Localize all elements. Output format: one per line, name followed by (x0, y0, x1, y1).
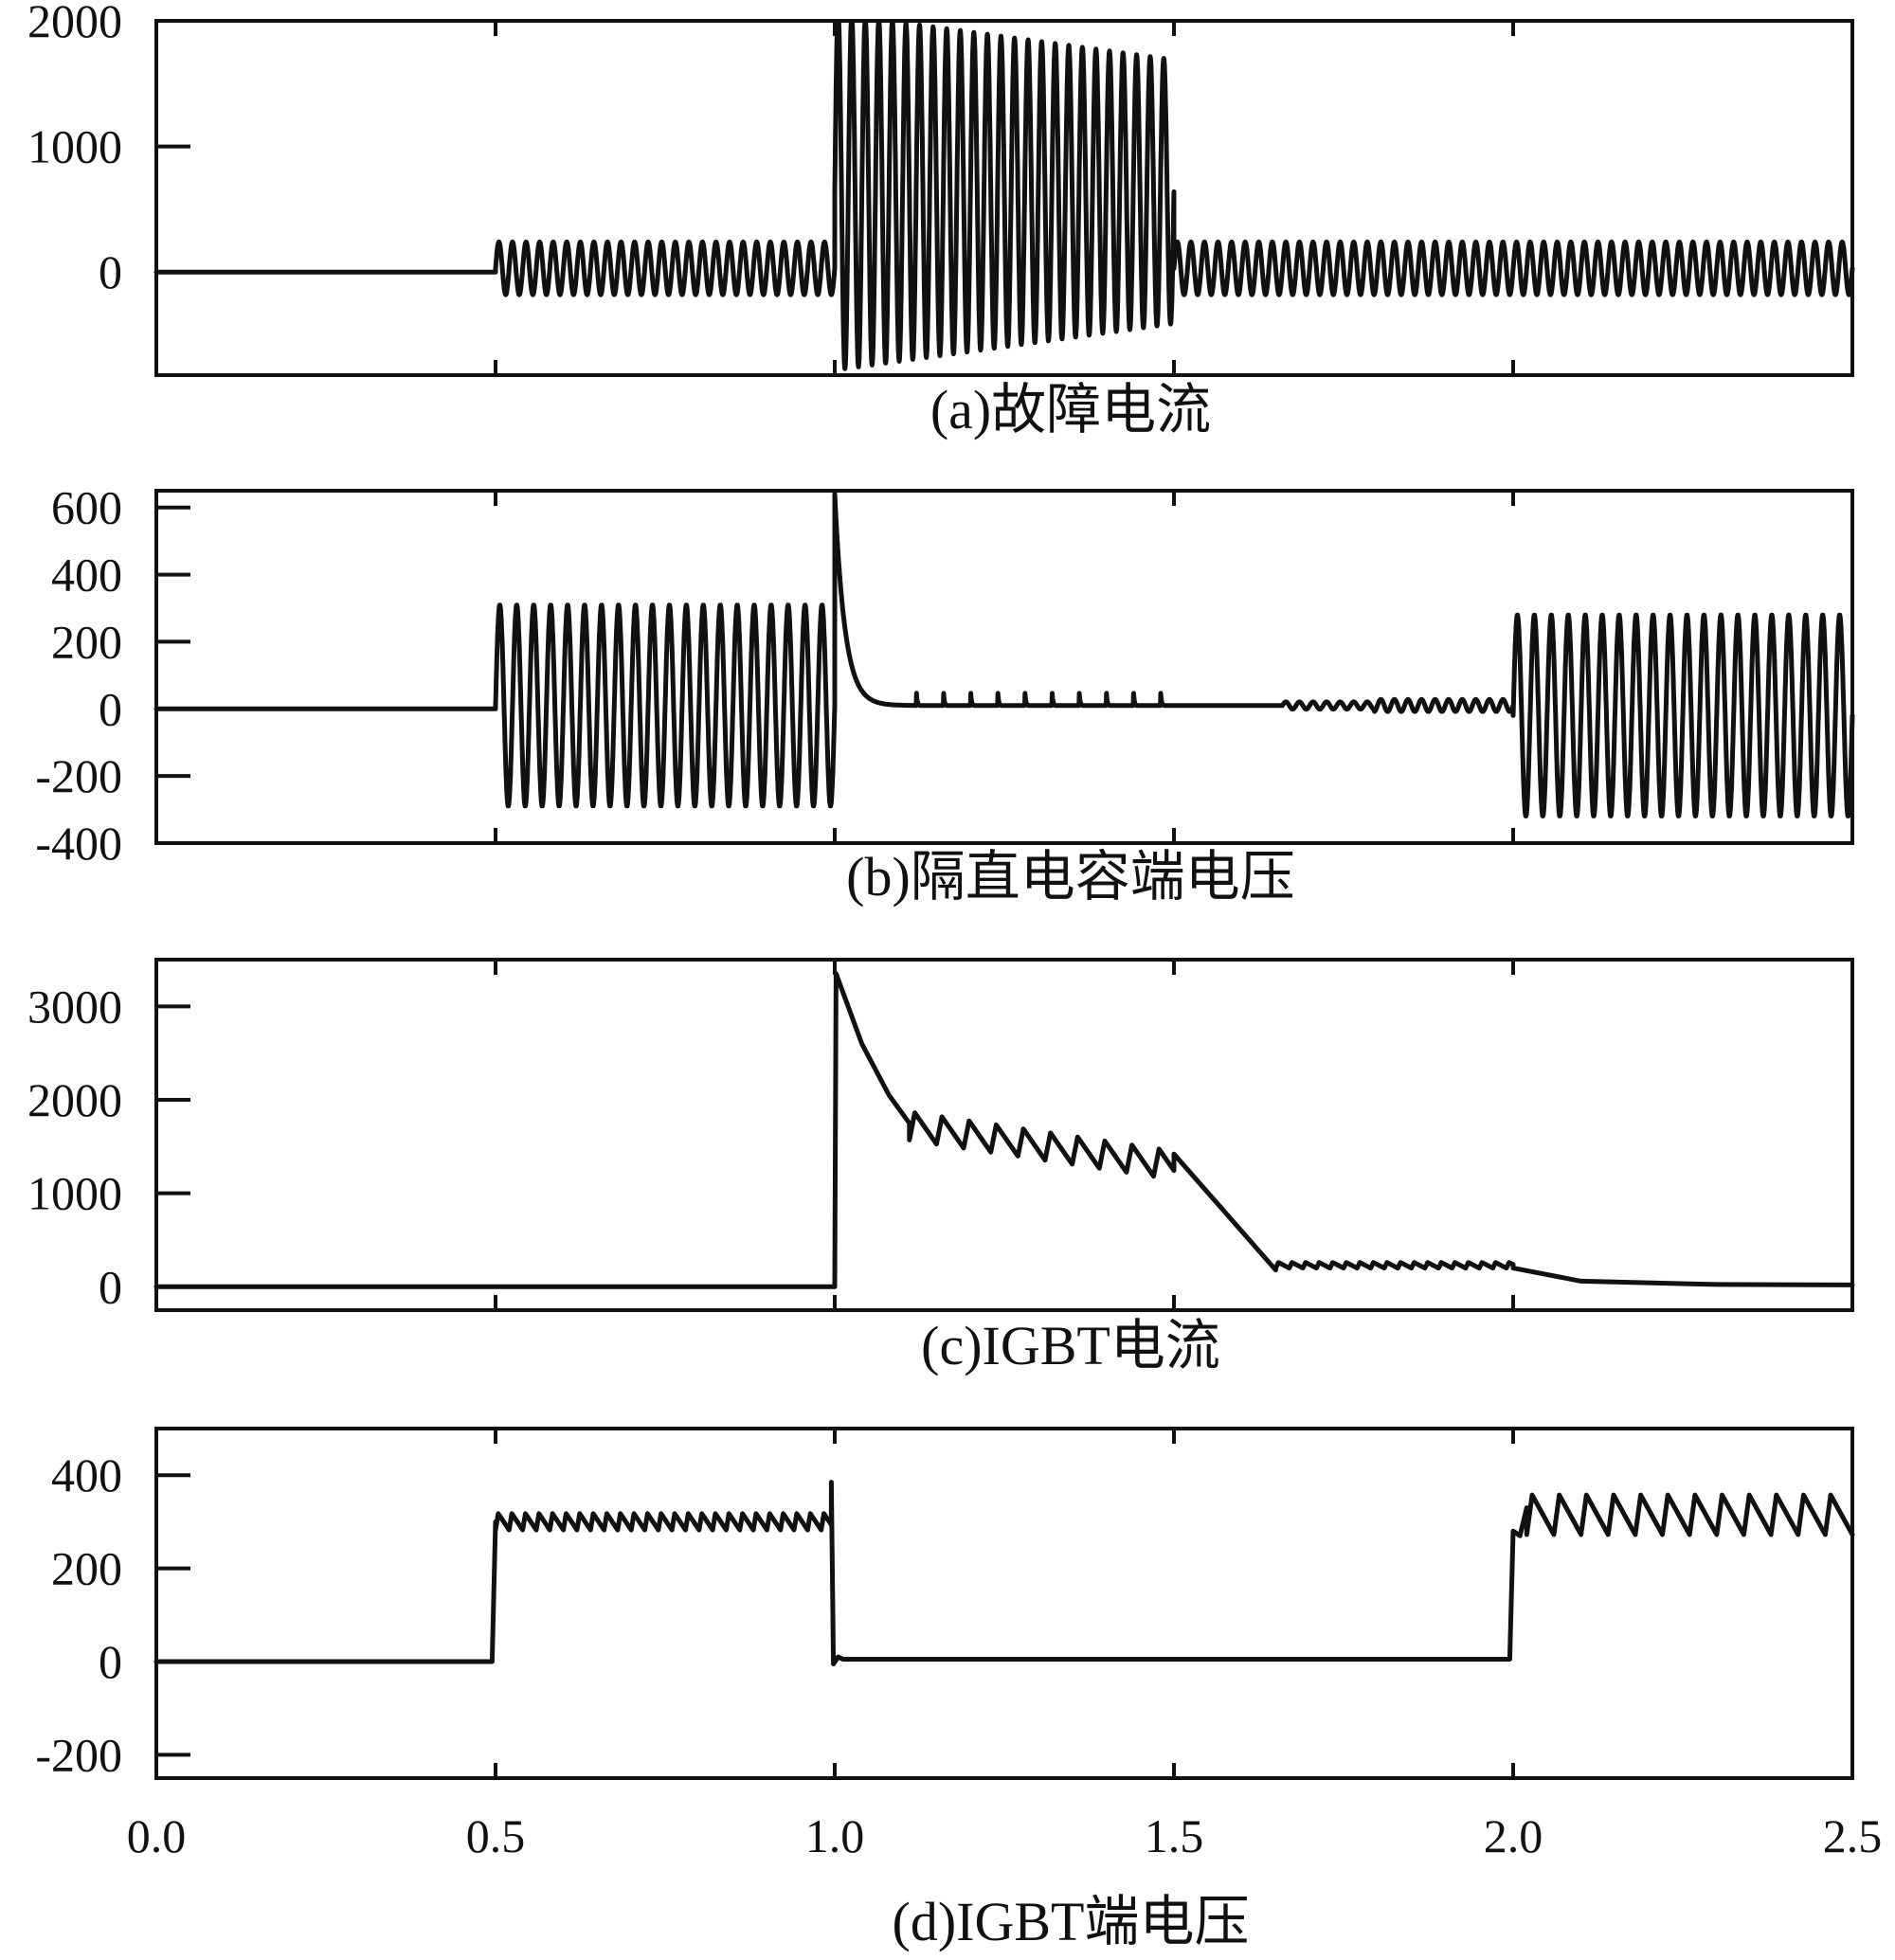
plot-frame (154, 958, 1854, 1312)
y-tick-label: 0 (99, 245, 122, 298)
series-line (153, 971, 1855, 1289)
panel-caption: (a)故障电流 (930, 379, 1211, 441)
y-tick-label: 2000 (27, 0, 122, 47)
panel-b: -400 -200 0 200 400 600 (b)隔直电容端电压 (35, 481, 1855, 908)
series-line (153, 1480, 1855, 1666)
panel-c: 0 1000 2000 3000 (c)IGBT电流 (27, 958, 1855, 1376)
y-tick-label: 0 (99, 1635, 122, 1688)
y-tick-label: 1000 (27, 120, 122, 173)
panel-caption: (c)IGBT电流 (921, 1315, 1220, 1376)
panel-caption: (d)IGBT端电压 (893, 1891, 1250, 1952)
x-tick-label: 1.0 (805, 1809, 865, 1862)
y-tick-label: 2000 (27, 1073, 122, 1126)
y-tick-label: 200 (51, 1542, 122, 1595)
x-tick-label: 2.0 (1484, 1809, 1543, 1862)
y-tick-label: 400 (51, 548, 122, 602)
plot-frame (154, 1427, 1854, 1780)
y-tick-label: 0 (99, 682, 122, 735)
x-tick-label: 1.5 (1145, 1809, 1204, 1862)
x-tick-label: 2.5 (1823, 1809, 1883, 1862)
panel-a: 0 1000 2000 (a)故障电流 (27, 0, 1855, 441)
y-tick-label: 1000 (27, 1167, 122, 1220)
series-line (153, 20, 1855, 371)
panel-d: -200 0 200 400 (d)IGBT端电压 (35, 1427, 1855, 1952)
y-tick-label: 200 (51, 615, 122, 668)
series-line (153, 492, 1855, 818)
x-tick-label: 0.0 (127, 1809, 187, 1862)
y-tick-label: 400 (51, 1448, 122, 1501)
y-tick-label: 0 (99, 1260, 122, 1313)
x-axis-tick-labels: 0.0 0.5 1.0 1.5 2.0 2.5 (127, 1809, 1883, 1862)
y-tick-label: -200 (35, 749, 122, 802)
x-tick-label: 0.5 (466, 1809, 526, 1862)
y-tick-label: 3000 (27, 980, 122, 1033)
y-tick-label: -400 (35, 817, 122, 870)
plot-frame (154, 489, 1854, 845)
y-tick-label: -200 (35, 1728, 122, 1781)
plot-frame (154, 19, 1854, 377)
y-tick-label: 600 (51, 481, 122, 534)
panel-caption: (b)隔直电容端电压 (846, 846, 1295, 908)
